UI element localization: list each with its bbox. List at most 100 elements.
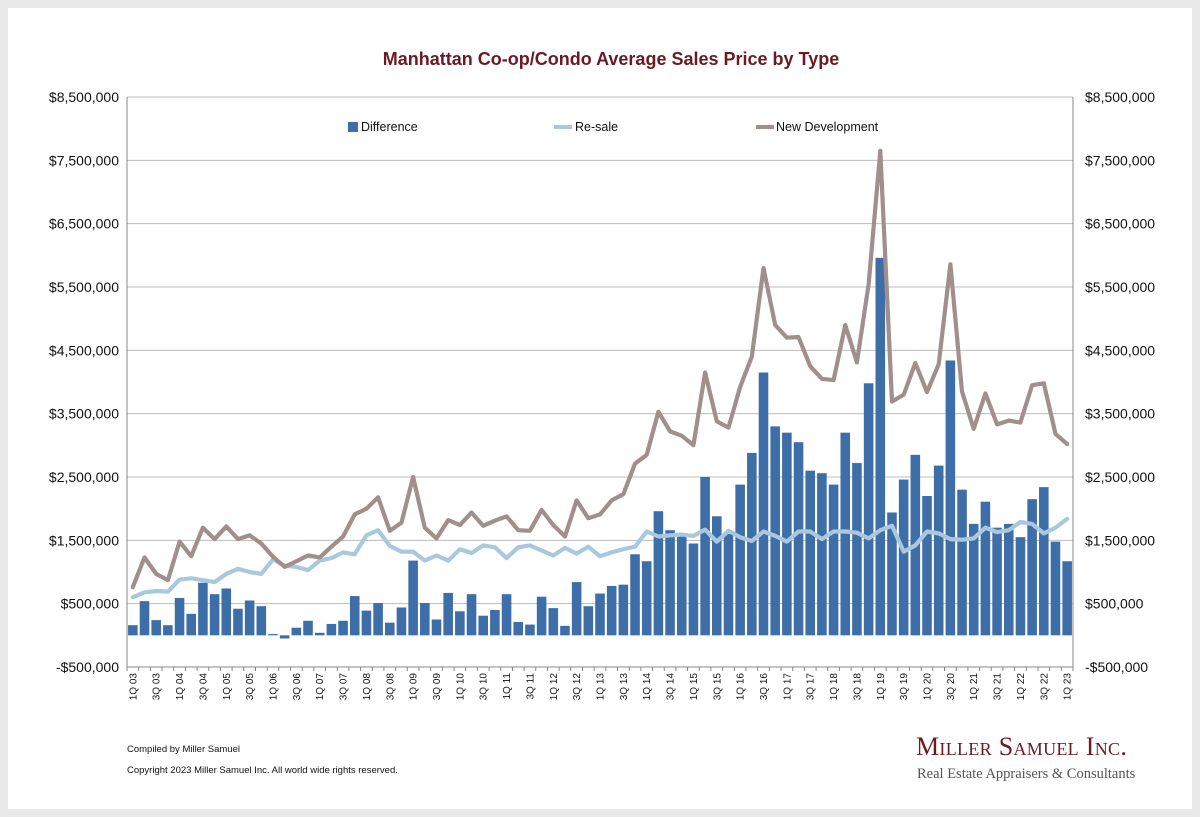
difference-bar [139,601,150,636]
y-tick-label: $2,500,000 [49,469,119,485]
difference-bar [887,512,897,636]
x-tick-label: 1Q 19 [876,673,887,701]
difference-bar [863,383,874,636]
y2-tick-label: $1,500,000 [1085,532,1155,548]
logo-tagline: Real Estate Appraisers & Consultants [917,766,1136,782]
difference-bar [1050,541,1061,636]
difference-bar [209,594,220,636]
y2-tick-label: $3,500,000 [1085,406,1155,422]
difference-bar [782,432,792,636]
difference-bar [653,511,664,636]
difference-bar [1027,499,1037,636]
difference-bar [992,527,1002,636]
difference-bar [396,607,407,636]
difference-bar [338,620,348,636]
y-tick-label: -$500,000 [56,659,119,675]
difference-bar [384,622,395,636]
x-tick-label: 1Q 15 [689,673,700,701]
difference-bar [875,257,886,636]
difference-bar [571,582,582,636]
difference-bar [1015,537,1026,636]
difference-bar [793,442,804,636]
difference-bar [233,608,243,636]
y-tick-label: $6,500,000 [49,216,119,232]
difference-bar [256,606,267,636]
difference-bar [618,584,629,636]
x-tick-label: 1Q 10 [455,673,466,701]
gridlines [127,96,1073,668]
difference-bar [163,625,173,636]
x-tick-label: 1Q 17 [782,673,793,701]
difference-bar [898,479,909,636]
difference-bar [490,610,500,636]
x-tick-label: 1Q 09 [409,673,420,701]
difference-bar [1039,487,1049,636]
x-tick-label: 3Q 14 [666,673,677,701]
difference-bar [676,535,687,636]
x-tick-label: 1Q 13 [596,673,607,701]
x-tick-label: 1Q 22 [1016,673,1027,701]
x-tick-label: 1Q 16 [736,673,747,701]
chart-title: Manhattan Co-op/Condo Average Sales Pric… [383,49,839,69]
difference-bar [174,597,185,636]
x-tick-label: 3Q 11 [525,673,536,700]
difference-bar [501,594,512,636]
x-tick-label: 3Q 18 [852,673,863,701]
x-tick-label: 3Q 03 [152,673,163,701]
difference-bar [630,554,640,636]
y2-tick-label: $8,500,000 [1085,89,1155,105]
chart: Manhattan Co-op/Condo Average Sales Pric… [49,49,1155,701]
difference-bar [361,610,372,636]
difference-bar [1062,561,1072,636]
difference-bar [852,463,862,636]
difference-bar [268,634,278,636]
x-tick-label: 3Q 09 [432,673,443,701]
y2-tick-label: $7,500,000 [1085,152,1155,168]
difference-bar [408,560,418,636]
difference-bar [595,593,605,636]
legend-swatch-difference [348,122,358,132]
difference-bar [186,613,197,636]
difference-bar [548,608,559,636]
x-tick-label: 1Q 03 [128,673,139,701]
difference-bar [455,611,465,636]
x-tick-label: 1Q 04 [175,673,186,701]
x-tick-label: 3Q 20 [946,673,957,701]
x-tick-label: 3Q 04 [198,673,209,701]
new-development-line [130,148,1070,590]
x-tick-label: 1Q 05 [222,673,233,701]
difference-bar [279,635,290,639]
difference-bar [583,606,594,636]
difference-bar [525,624,535,636]
difference-bar [758,372,769,636]
legend: Difference Re-sale New Development [348,120,879,134]
difference-bar [244,600,255,636]
x-tick-label: 3Q 07 [339,673,350,701]
y2-tick-label: $500,000 [1085,596,1144,612]
y2-tick-label: $5,500,000 [1085,279,1155,295]
x-tick-label: 3Q 06 [292,673,303,701]
legend-label-new-development: New Development [776,120,879,134]
difference-bar [443,592,453,636]
difference-bar [968,523,979,636]
difference-bar [560,625,570,636]
difference-bar [291,627,302,636]
difference-bar [314,632,325,636]
difference-bar [326,623,337,636]
legend-label-resale: Re-sale [575,120,618,134]
difference-bar [817,473,827,636]
difference-bar [840,432,851,636]
y-tick-label: $4,500,000 [49,342,119,358]
y-tick-label: $5,500,000 [49,279,119,295]
x-tick-label: 3Q 05 [245,673,256,701]
difference-bar [735,484,745,636]
x-tick-label: 1Q 06 [268,673,279,701]
y-tick-label: $7,500,000 [49,152,119,168]
x-tick-label: 3Q 16 [759,673,770,701]
x-tick-label: 1Q 14 [642,673,653,701]
y2-tick-label: $6,500,000 [1085,216,1155,232]
x-tick-label: 3Q 17 [806,673,817,701]
x-tick-label: 1Q 18 [829,673,840,701]
y-tick-label: $500,000 [61,596,120,612]
difference-bar [221,588,232,636]
